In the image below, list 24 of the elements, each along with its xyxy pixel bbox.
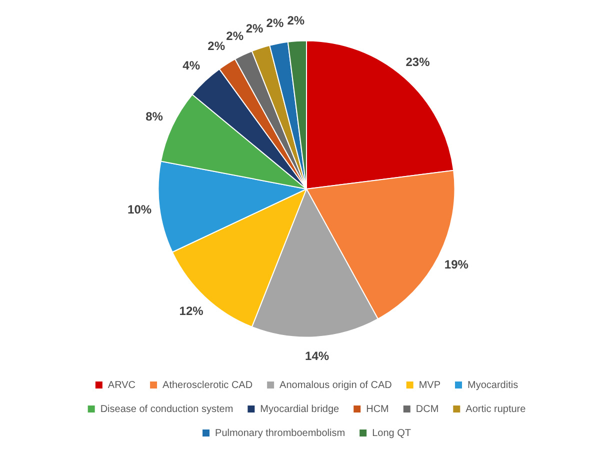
data-label: 2% [246, 21, 264, 36]
data-label: 2% [266, 16, 284, 30]
legend-label: Atherosclerotic CAD [162, 380, 253, 391]
legend-label: Myocardial bridge [260, 404, 340, 415]
legend-label: DCM [416, 404, 439, 415]
data-label: 2% [208, 39, 226, 54]
legend-label: Anomalous origin of CAD [280, 380, 392, 391]
data-label: 4% [182, 58, 200, 73]
legend-label: Long QT [372, 428, 411, 439]
legend-label: HCM [366, 404, 389, 415]
data-label: 23% [406, 55, 430, 70]
data-label: 12% [179, 304, 204, 318]
data-label: 14% [305, 349, 330, 364]
legend-label: Aortic rupture [466, 404, 526, 415]
data-label: 19% [444, 258, 469, 272]
data-label: 8% [146, 110, 164, 124]
legend-label: Pulmonary thromboembolism [215, 428, 346, 439]
legend-label: MVP [418, 380, 441, 391]
data-label: 2% [226, 29, 244, 44]
data-label: 2% [287, 13, 305, 28]
legend-label: Myocarditis [468, 380, 518, 391]
legend-label: Disease of conduction system [100, 404, 234, 415]
data-label: 10% [128, 202, 152, 216]
legend-label: ARVC [108, 380, 136, 391]
